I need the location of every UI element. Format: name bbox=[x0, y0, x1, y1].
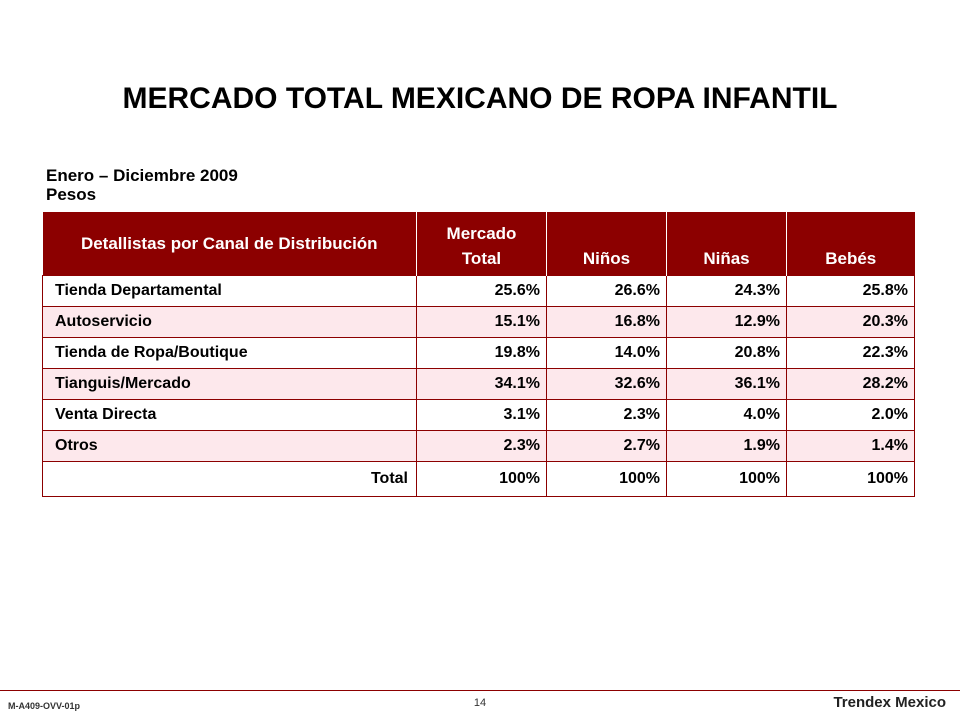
cell-ninas: 24.3% bbox=[666, 275, 787, 307]
header-ninos: Niños bbox=[546, 212, 667, 276]
footer-divider bbox=[0, 690, 960, 691]
header-bebes: Bebés bbox=[786, 212, 915, 276]
cell-mercado: 25.6% bbox=[416, 275, 547, 307]
period-label: Enero – Diciembre 2009 bbox=[46, 166, 238, 185]
cell-ninas: 36.1% bbox=[666, 368, 787, 400]
cell-ninos: 26.6% bbox=[546, 275, 667, 307]
cell-ninas: 1.9% bbox=[666, 430, 787, 462]
cell-ninos: 14.0% bbox=[546, 337, 667, 369]
row-label: Tianguis/Mercado bbox=[42, 368, 417, 400]
row-label: Autoservicio bbox=[42, 306, 417, 338]
cell-bebes: 28.2% bbox=[786, 368, 915, 400]
total-bebes: 100% bbox=[786, 461, 915, 497]
header-ninas: Niñas bbox=[666, 212, 787, 276]
table-row: Autoservicio 15.1% 16.8% 12.9% 20.3% bbox=[42, 306, 915, 338]
cell-ninos: 2.7% bbox=[546, 430, 667, 462]
table-row: Tienda de Ropa/Boutique 19.8% 14.0% 20.8… bbox=[42, 337, 915, 369]
total-ninas: 100% bbox=[666, 461, 787, 497]
page-number: 14 bbox=[473, 697, 487, 709]
currency-label: Pesos bbox=[46, 185, 97, 204]
market-share-table: Detallistas por Canal de Distribución Me… bbox=[42, 212, 915, 497]
total-mercado: 100% bbox=[416, 461, 547, 497]
cell-ninos: 16.8% bbox=[546, 306, 667, 338]
cell-mercado: 15.1% bbox=[416, 306, 547, 338]
table-header-row: Detallistas por Canal de Distribución Me… bbox=[42, 212, 915, 276]
cell-bebes: 22.3% bbox=[786, 337, 915, 369]
table-total-row: Total 100% 100% 100% 100% bbox=[42, 461, 915, 497]
cell-bebes: 2.0% bbox=[786, 399, 915, 431]
cell-bebes: 20.3% bbox=[786, 306, 915, 338]
document-code: M-A409-OVV-01p bbox=[8, 701, 81, 711]
subtitle: Enero – Diciembre 2009 Pesos bbox=[46, 166, 238, 204]
row-label: Tienda de Ropa/Boutique bbox=[42, 337, 417, 369]
cell-ninas: 20.8% bbox=[666, 337, 787, 369]
total-ninos: 100% bbox=[546, 461, 667, 497]
row-label: Venta Directa bbox=[42, 399, 417, 431]
cell-bebes: 1.4% bbox=[786, 430, 915, 462]
table-row: Otros 2.3% 2.7% 1.9% 1.4% bbox=[42, 430, 915, 462]
header-canal: Detallistas por Canal de Distribución bbox=[42, 212, 417, 276]
cell-bebes: 25.8% bbox=[786, 275, 915, 307]
cell-mercado: 3.1% bbox=[416, 399, 547, 431]
cell-mercado: 34.1% bbox=[416, 368, 547, 400]
table-row: Tienda Departamental 25.6% 26.6% 24.3% 2… bbox=[42, 275, 915, 307]
table-row: Tianguis/Mercado 34.1% 32.6% 36.1% 28.2% bbox=[42, 368, 915, 400]
cell-mercado: 2.3% bbox=[416, 430, 547, 462]
row-label: Tienda Departamental bbox=[42, 275, 417, 307]
row-label: Otros bbox=[42, 430, 417, 462]
header-mercado-total: Mercado Total bbox=[416, 212, 547, 276]
page-title: MERCADO TOTAL MEXICANO DE ROPA INFANTIL bbox=[122, 82, 838, 115]
table-row: Venta Directa 3.1% 2.3% 4.0% 2.0% bbox=[42, 399, 915, 431]
brand-name: Trendex Mexico bbox=[833, 694, 946, 711]
cell-ninos: 32.6% bbox=[546, 368, 667, 400]
cell-ninas: 12.9% bbox=[666, 306, 787, 338]
cell-ninas: 4.0% bbox=[666, 399, 787, 431]
cell-mercado: 19.8% bbox=[416, 337, 547, 369]
total-label: Total bbox=[42, 461, 417, 497]
cell-ninos: 2.3% bbox=[546, 399, 667, 431]
